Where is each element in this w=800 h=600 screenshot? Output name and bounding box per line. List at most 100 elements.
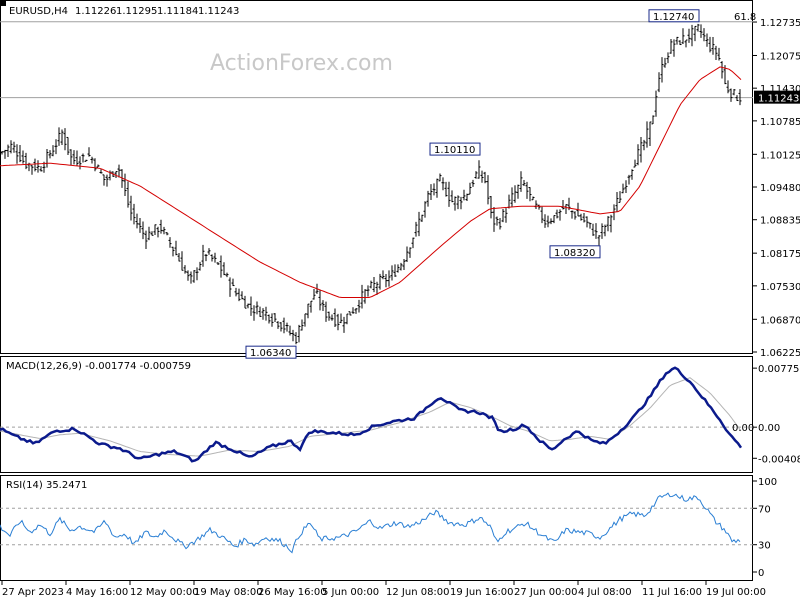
rsi-tick-label: 30	[758, 541, 771, 552]
ohlc-bar	[441, 177, 445, 191]
ohlc-bar	[435, 178, 439, 198]
ohlc-bar	[309, 300, 313, 313]
ohlc-bar	[303, 313, 307, 327]
ohlc-bar	[528, 187, 532, 202]
ohlc-bar	[381, 270, 385, 280]
ohlc-bar	[720, 61, 724, 79]
ohlc-bar	[306, 303, 310, 319]
ohlc-bar	[420, 214, 424, 222]
ohlc-bar	[525, 181, 529, 199]
ohlc-bar	[231, 278, 235, 287]
ohlc-bar	[642, 139, 646, 151]
ohlc-bar	[519, 171, 523, 192]
ohlc-bar	[321, 300, 325, 311]
time-tick-label: 5 Jun 00:00	[322, 587, 379, 598]
ohlc-bar	[639, 136, 643, 163]
moving-average-line	[0, 66, 742, 298]
ohlc-bar	[147, 226, 151, 241]
ohlc-bar	[456, 195, 460, 210]
ohlc-bar	[561, 200, 565, 210]
ohlc-bar	[564, 204, 568, 215]
price-tick-label: 1.08175	[760, 249, 800, 260]
ohlc-bar	[417, 211, 421, 237]
ohlc-bar	[510, 187, 514, 207]
ohlc-bar	[573, 211, 577, 220]
price-tick-label: 1.11430	[760, 84, 800, 95]
ohlc-bar	[285, 322, 289, 332]
ohlc-bar	[138, 217, 142, 233]
ohlc-bar	[495, 216, 499, 226]
rsi-tick-label: 100	[758, 477, 777, 488]
price-annotations: 1.12740 1.10110 1.08320 1.06340	[245, 9, 700, 359]
ohlc-bar	[156, 226, 160, 238]
ohlc-bar	[363, 289, 367, 304]
ohlc-bar	[18, 144, 22, 163]
fib-level-label: 61.8	[734, 12, 756, 23]
ohlc-bar	[702, 28, 706, 42]
ohlc-bar	[498, 218, 502, 230]
ohlc-bar	[90, 156, 94, 164]
macd-panel-frame	[0, 356, 753, 473]
price-tick-label: 1.08835	[760, 216, 800, 227]
ohlc-bar	[438, 173, 442, 182]
ohlc-bar	[672, 39, 676, 57]
ohlc-bar	[216, 262, 220, 265]
ohlc-bar	[453, 196, 457, 211]
ohlc-bar	[660, 57, 664, 83]
ohlc-bar	[459, 196, 463, 210]
ohlc-bar	[129, 195, 133, 221]
price-annotation-label: 1.12740	[653, 12, 694, 23]
ohlc-bar	[471, 179, 475, 187]
price-annotation-label: 1.08320	[554, 248, 595, 259]
ohlc-bar	[588, 222, 592, 229]
ohlc-bar	[48, 150, 52, 159]
watermark-text: ActionForex.com	[210, 51, 393, 76]
ohlc-bar	[597, 235, 601, 246]
current-price-marker: 1.11243	[754, 90, 800, 105]
ohlc-bar	[126, 181, 130, 208]
ohlc-bar	[270, 313, 274, 327]
ohlc-bar	[591, 223, 595, 236]
ohlc-bar	[102, 174, 106, 186]
time-tick-label: 4 Jul 08:00	[578, 587, 632, 598]
ohlc-bar	[585, 216, 589, 228]
ohlc-bar	[132, 203, 136, 225]
macd-tick-label: 0.00	[758, 423, 780, 434]
time-tick-label: 27 Apr 2023	[2, 587, 64, 598]
ohlc-bar	[546, 215, 550, 228]
ohlc-bar	[390, 265, 394, 281]
ohlc-bar	[474, 171, 478, 179]
ohlc-bar	[300, 319, 304, 331]
macd-zero-label: 0.00	[732, 423, 754, 434]
ohlc-bar	[531, 196, 535, 201]
price-annotation: 1.10110	[429, 142, 481, 156]
current-price-box	[754, 90, 800, 104]
ohlc-bar	[738, 89, 742, 106]
ohlc-bar	[579, 213, 583, 221]
price-axis: 1.12735 1.12075 1.11430 1.10785 1.10125 1.094…	[753, 18, 800, 359]
ohlc-bar	[603, 224, 607, 237]
rsi-panel-frame	[0, 475, 753, 581]
ohlc-bar	[177, 253, 181, 262]
ohlc-bar	[402, 259, 406, 270]
ohlc-bar	[141, 221, 145, 240]
ohlc-bar	[447, 181, 451, 207]
price-annotation: 1.08320	[549, 245, 601, 259]
ohlc-bar	[345, 313, 349, 325]
ohlc-bar	[66, 136, 70, 156]
ohlc-bar	[150, 231, 154, 236]
ohlc-bar	[501, 208, 505, 223]
ohlc-bar	[24, 152, 28, 170]
ohlc-bar	[186, 270, 190, 281]
price-gridlines: 61.8	[0, 12, 756, 99]
ohlc-bar	[201, 244, 205, 267]
ohlc-bar	[354, 308, 358, 314]
ohlc-bar	[690, 24, 694, 47]
ohlc-bar	[513, 185, 517, 203]
price-tick-label: 1.06225	[760, 348, 800, 359]
ohlc-bar	[678, 40, 682, 46]
ohlc-bar	[549, 218, 553, 225]
ohlc-bar	[78, 156, 82, 170]
